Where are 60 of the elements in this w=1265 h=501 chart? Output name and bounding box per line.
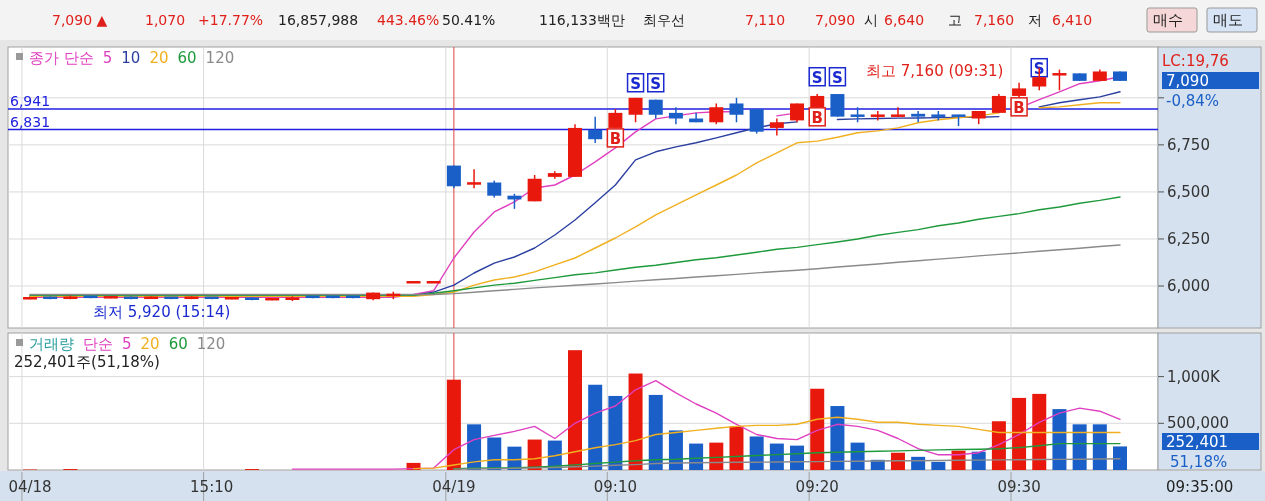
text: 7,090 [815,12,856,28]
text: 120 [196,335,226,353]
text: 20 [140,335,160,353]
data-label: S [832,68,843,87]
text: 60 [177,49,197,67]
data-label: B [811,108,823,127]
data-label: B [609,129,622,148]
text: +17.77% [198,12,264,28]
legend-title: 단순 [83,335,113,353]
x-tick-label: 15:10 [190,478,234,496]
data-label: S [811,68,823,87]
annotation: 최고 7,160 (09:31) [866,62,1004,80]
text: 시 [864,12,878,28]
text: 저 [1028,12,1042,28]
chart-title: 거래량 [29,335,74,353]
text: 5 [102,49,113,67]
x-tick-label: 09:30 [997,478,1041,496]
text: 7,090 ▲ [52,12,108,28]
legend-title: 종가 단순 [29,49,94,67]
text: 7,090 [1166,72,1209,90]
text: 매도 [1213,11,1243,29]
text: 1,070 [145,12,186,28]
text: 252,401 [1166,433,1229,451]
y-tick-label: 6,250 [1167,229,1210,248]
x-tick-label: 04/19 [432,478,476,496]
annotation: 최저 5,920 (15:14) [93,303,231,322]
text: 20 [149,49,169,67]
text: 116,133백만 [539,12,625,28]
x-tick-label: 04/18 [8,478,52,496]
text: 443.46% [377,12,440,28]
data-label: S [630,74,641,93]
y-tick-label: 6,000 [1167,277,1210,296]
data-label: S [650,74,662,93]
x-tick-label: 09:20 [795,478,839,496]
text: 고 [948,12,962,28]
x-tick-label: 09:10 [593,478,637,496]
text: 50.41% [442,12,496,28]
text: 09:35:00 [1166,478,1234,496]
text: 최우선 [643,12,685,28]
y-tick-label: 500,000 [1167,414,1230,433]
text: LC:19,76 [1162,52,1229,70]
text: 120 [205,49,235,67]
text: 매수 [1153,11,1183,29]
text: 10 [121,49,141,67]
data-label: B [1013,98,1025,117]
ref-line-label: 6,941 [10,92,51,109]
y-tick-label: 6,750 [1167,135,1210,154]
text: -0,84% [1166,92,1220,110]
text: 6,410 [1052,12,1093,28]
text: 51,18% [1170,453,1228,471]
text: 60 [168,335,188,353]
ref-line-label: 6,831 [10,113,51,130]
text: 16,857,988 [278,12,359,28]
y-tick-label: 1,000K [1167,367,1221,386]
text: 252,401주(51,18%) [14,353,160,371]
y-tick-label: 6,500 [1167,182,1210,201]
text: 7,160 [974,12,1015,28]
text: 5 [122,335,132,353]
text: 7,110 [745,12,786,28]
text: 6,640 [884,12,925,28]
